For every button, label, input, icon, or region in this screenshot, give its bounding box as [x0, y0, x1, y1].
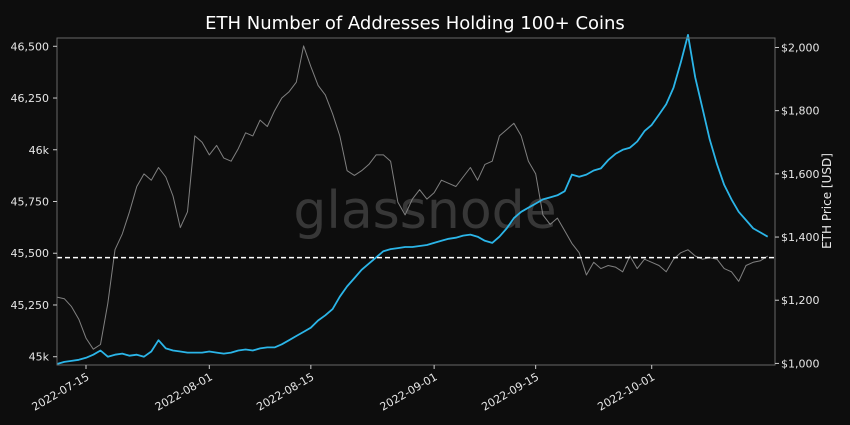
left-axis: 45k 45,250 45,500 45,750 46k 46,250 46,500	[11, 40, 57, 364]
right-tick-label: $1,600	[781, 168, 820, 181]
right-tick-label: $2,000	[781, 41, 820, 54]
left-tick-label: 46,250	[11, 92, 50, 105]
right-tick-label: $1,800	[781, 105, 820, 118]
left-tick-label: 46,500	[11, 40, 50, 53]
addresses-series-line	[56, 34, 769, 365]
left-tick-label: 46k	[29, 144, 50, 157]
right-tick-label: $1,400	[781, 231, 820, 244]
series-layer	[56, 34, 769, 365]
left-tick-label: 45,750	[11, 196, 50, 209]
chart-title: ETH Number of Addresses Holding 100+ Coi…	[205, 13, 625, 34]
left-tick-label: 45,500	[11, 247, 50, 260]
price-series-line	[56, 45, 768, 350]
right-axis: $1,000 $1,200 $1,400 $1,600 $1,800 $2,000	[775, 41, 820, 370]
right-tick-label: $1,200	[781, 294, 820, 307]
right-axis-label: ETH Price [USD]	[820, 153, 834, 249]
left-tick-label: 45,250	[11, 299, 50, 312]
watermark-logo: glassnode	[293, 181, 556, 241]
right-tick-label: $1,000	[781, 357, 820, 370]
left-tick-label: 45k	[29, 351, 50, 364]
